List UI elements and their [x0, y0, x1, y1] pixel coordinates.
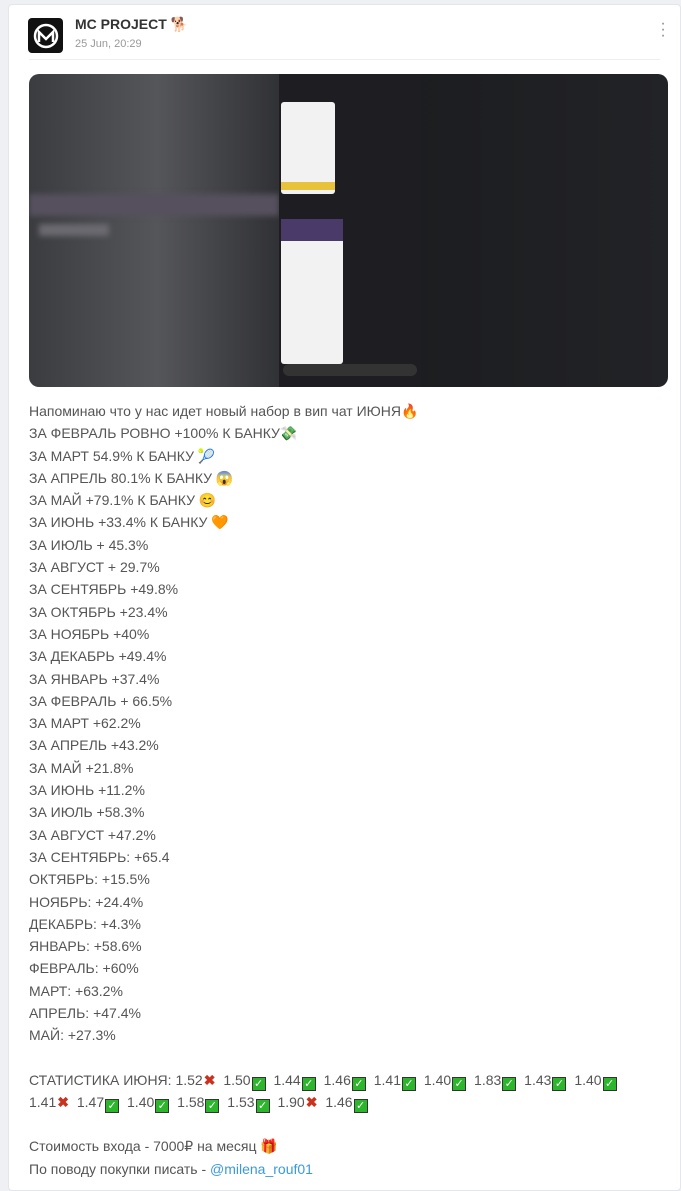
post-card: MC PROJECT 🐕 25 Jun, 20:29 · · · Напоминаю…: [8, 4, 681, 1191]
post-line: ЗА МАЙ +79.1% К БАНКУ 😊: [29, 492, 217, 509]
check-mark-icon: ✓: [155, 1098, 170, 1113]
stat-value: 1.40: [574, 1071, 602, 1088]
stat-value: 1.44: [273, 1071, 301, 1088]
contact-link[interactable]: @milena_rouf01: [210, 1160, 313, 1177]
yellow-banner: [281, 182, 335, 190]
chat-image-thumbnail: [281, 219, 343, 364]
post-line: ОКТЯБРЬ: +15.5%: [29, 871, 150, 888]
contact-prefix: По поводу покупки писать -: [29, 1160, 211, 1177]
post-line: ЗА СЕНТЯБРЬ +49.8%: [29, 581, 179, 598]
post-line: ЗА ДЕКАБРЬ +49.4%: [29, 648, 167, 665]
stat-value: 1.46: [323, 1071, 351, 1088]
post-line: ЗА ИЮЛЬ +58.3%: [29, 804, 145, 821]
post-line: ЗА АВГУСТ +47.2%: [29, 826, 156, 843]
post-line: ЗА МАРТ 54.9% К БАНКУ 🎾: [29, 447, 216, 464]
post-line: ЗА МАЙ +21.8%: [29, 759, 134, 776]
post-line: МАЙ: +27.3%: [29, 1027, 116, 1044]
cross-mark-icon: ✖: [203, 1071, 216, 1088]
chat-image-thumbnail: [281, 102, 335, 194]
check-mark-icon: ✓: [205, 1098, 220, 1113]
post-text: Напоминаю что у нас идет новый набор в в…: [29, 400, 649, 1180]
stats-label: СТАТИСТИКА ИЮНЯ:: [29, 1071, 172, 1088]
post-line: ЗА ИЮНЬ +11.2%: [29, 782, 145, 799]
contact-line: По поводу покупки писать - @milena_rouf0…: [29, 1158, 649, 1180]
stat-value: 1.41: [373, 1071, 401, 1088]
check-mark-icon: ✓: [502, 1076, 517, 1091]
check-mark-icon: ✓: [602, 1076, 617, 1091]
stats-block: СТАТИСТИКА ИЮНЯ: 1.52✖ 1.50 ✓ 1.44 ✓ 1.46 ✓…: [29, 1069, 649, 1114]
stat-value: 1.40: [127, 1093, 155, 1110]
cross-mark-icon: ✖: [305, 1093, 318, 1110]
check-mark-icon: ✓: [552, 1076, 567, 1091]
check-mark-icon: ✓: [402, 1076, 416, 1091]
post-line: ДЕКАБРЬ: +4.3%: [29, 915, 141, 932]
check-mark-icon: ✓: [251, 1076, 266, 1091]
post-line: ЗА СЕНТЯБРЬ: +65.4: [29, 848, 170, 865]
stat-value: 1.40: [423, 1071, 452, 1088]
post-line: ЗА ФЕВРАЛЬ РОВНО +100% К БАНКУ💸: [29, 425, 298, 442]
post-line: ЗА АПРЕЛЬ 80.1% К БАНКУ 😱: [29, 469, 234, 486]
stat-value: 1.50: [223, 1071, 251, 1088]
post-line: ЗА МАРТ +62.2%: [29, 715, 141, 732]
post-line: ЗА ОКТЯБРЬ +23.4%: [29, 603, 168, 620]
post-lines: Напоминаю что у нас идет новый набор в в…: [29, 400, 649, 1047]
post-line: НОЯБРЬ: +24.4%: [29, 893, 144, 910]
post-line: ЗА НОЯБРЬ +40%: [29, 625, 150, 642]
check-mark-icon: ✓: [255, 1098, 270, 1113]
message-input-bar: [283, 364, 417, 376]
stat-value: 1.41: [29, 1093, 57, 1110]
post-line: ЗА ИЮЛЬ + 45.3%: [29, 536, 149, 553]
stat-value: 1.46: [325, 1093, 353, 1110]
post-line: ЗА ИЮНЬ +33.4% К БАНКУ 🧡: [29, 514, 229, 531]
post-line: ЗА ФЕВРАЛЬ + 66.5%: [29, 692, 173, 709]
more-options-icon[interactable]: · · ·: [660, 15, 666, 44]
price-line: Стоимость входа - 7000₽ на месяц 🎁: [29, 1138, 278, 1155]
post-line: ЗА АВГУСТ + 29.7%: [29, 559, 160, 576]
check-mark-icon: ✓: [301, 1076, 316, 1091]
blurred-element: [39, 224, 109, 236]
stat-value: 1.43: [524, 1071, 552, 1088]
post-line: ЯНВАРЬ: +58.6%: [29, 938, 142, 955]
divider: [29, 59, 660, 60]
stat-value: 1.90: [277, 1093, 305, 1110]
check-mark-icon: ✓: [105, 1098, 120, 1113]
post-line: ФЕВРАЛЬ: +60%: [29, 960, 139, 977]
mc-logo-icon: [33, 23, 58, 48]
post-line: МАРТ: +63.2%: [29, 982, 123, 999]
check-mark-icon: ✓: [351, 1076, 366, 1091]
post-line: АПРЕЛЬ: +47.4%: [29, 1005, 141, 1022]
channel-avatar[interactable]: [28, 18, 63, 53]
stat-value: 1.83: [474, 1071, 502, 1088]
check-mark-icon: ✓: [452, 1076, 467, 1091]
post-date: 25 Jun, 20:29: [75, 38, 142, 50]
post-line: Напоминаю что у нас идет новый набор в в…: [29, 403, 419, 419]
post-line: ЗА АПРЕЛЬ +43.2%: [29, 737, 159, 754]
channel-name[interactable]: MC PROJECT 🐕: [75, 16, 189, 32]
blurred-element: [29, 194, 279, 216]
stat-value: 1.52: [175, 1071, 203, 1088]
stat-value: 1.58: [177, 1093, 205, 1110]
post-media-image[interactable]: [29, 74, 668, 387]
purple-header: [281, 219, 343, 241]
stat-value: 1.47: [76, 1093, 105, 1110]
cross-mark-icon: ✖: [57, 1093, 69, 1110]
stat-value: 1.53: [227, 1093, 255, 1110]
post-line: ЗА ЯНВАРЬ +37.4%: [29, 670, 160, 687]
check-mark-icon: ✓: [353, 1098, 368, 1113]
phone-screenshot: [279, 74, 421, 387]
